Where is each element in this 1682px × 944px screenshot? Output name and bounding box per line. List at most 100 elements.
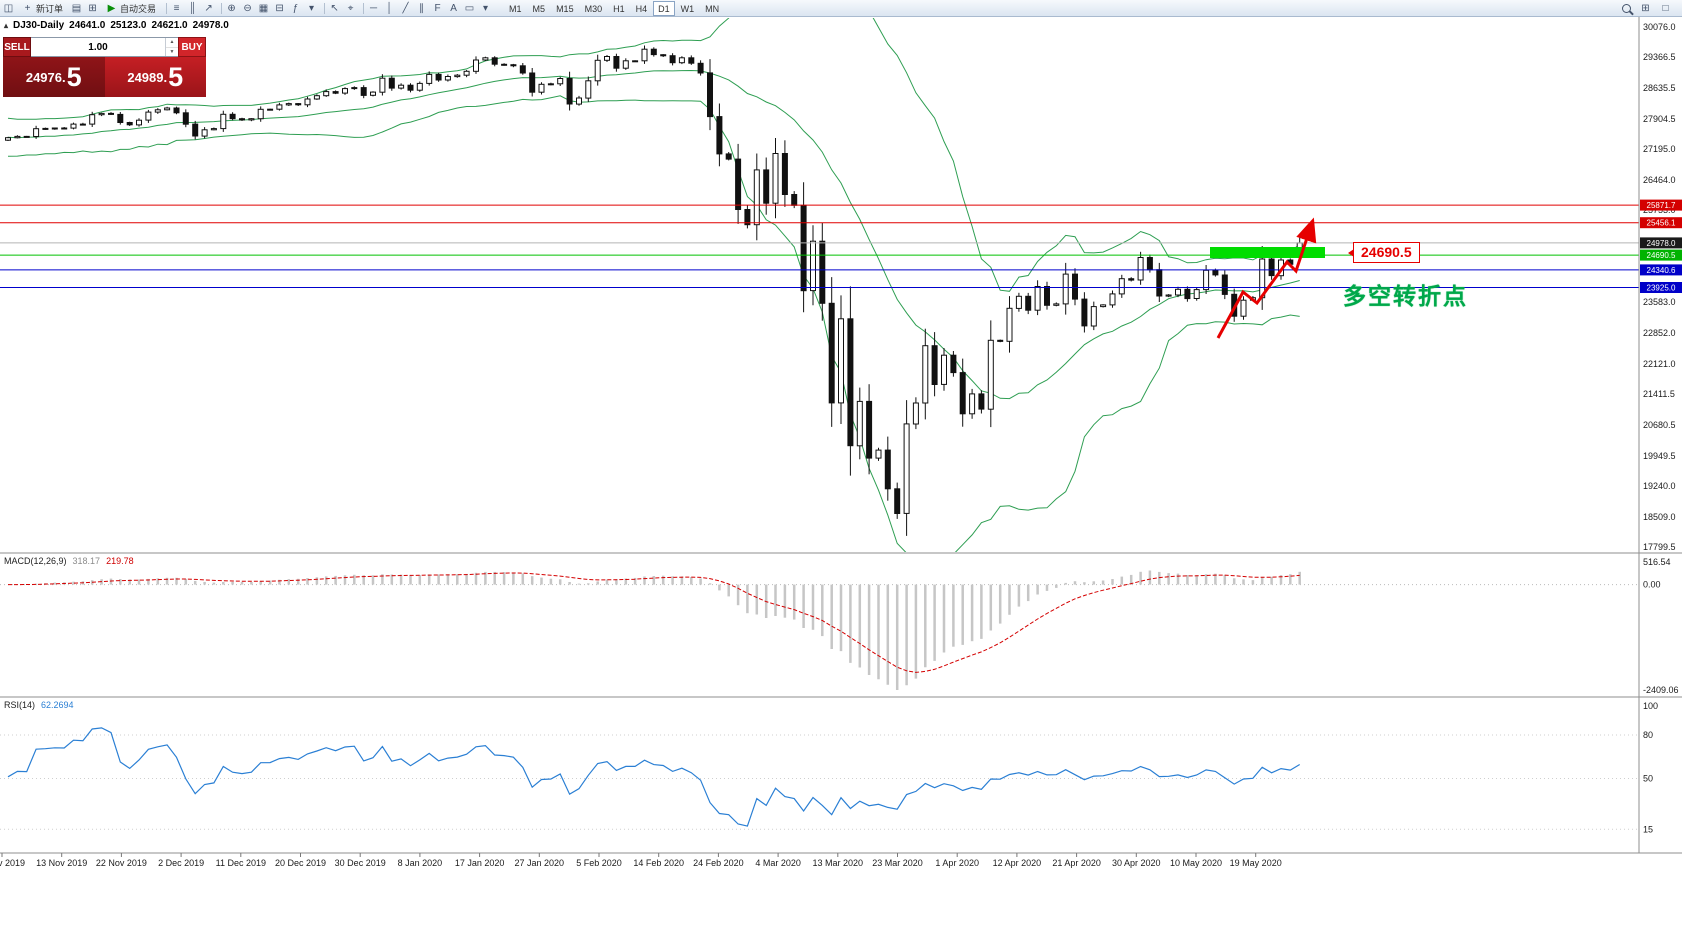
timeframe-button[interactable]: D1 — [653, 0, 675, 16]
open-chart-icon[interactable]: ⊞ — [88, 2, 97, 14]
sell-price-pip: 5 — [66, 61, 82, 92]
svg-text:29366.5: 29366.5 — [1643, 52, 1676, 62]
candlestick-chart-icon[interactable]: ║ — [188, 2, 197, 14]
svg-text:30076.0: 30076.0 — [1643, 22, 1676, 32]
svg-text:27195.0: 27195.0 — [1643, 144, 1676, 154]
auto-trading-icon: ▶ — [107, 2, 116, 14]
svg-text:10 May 2020: 10 May 2020 — [1170, 858, 1222, 868]
svg-text:14 Feb 2020: 14 Feb 2020 — [633, 858, 684, 868]
svg-text:2 Dec 2019: 2 Dec 2019 — [158, 858, 204, 868]
svg-text:8 Jan 2020: 8 Jan 2020 — [398, 858, 443, 868]
trendline-icon[interactable]: ╱ — [402, 2, 409, 14]
toolbar-group-drawing: ─ │ ╱ ∥ F A ▭ ▾ — [368, 1, 491, 16]
charts-window-icon[interactable]: ◫ — [3, 2, 14, 14]
svg-text:50: 50 — [1643, 774, 1653, 784]
line-chart-icon[interactable]: ↗ — [204, 2, 213, 14]
svg-text:15: 15 — [1643, 824, 1653, 834]
volume-input[interactable] — [31, 38, 165, 56]
collapse-panel-icon[interactable]: ▴ — [4, 21, 9, 30]
toolbar-group-cursor: ↖ ⌖ — [329, 1, 356, 16]
svg-text:13 Mar 2020: 13 Mar 2020 — [813, 858, 864, 868]
timeframe-button[interactable]: H1 — [613, 3, 625, 14]
symbol-title: DJ30-Daily — [13, 20, 65, 31]
toolbar-group-system: ◫ + 新订单 ▤ ⊞ ▶ 自动交易 — [3, 1, 159, 16]
svg-text:25871.7: 25871.7 — [1647, 201, 1676, 210]
sell-price-display[interactable]: 24976. 5 — [3, 57, 105, 97]
new-order-icon: + — [24, 2, 31, 14]
timeframe-button[interactable]: H4 — [635, 3, 648, 14]
svg-text:17 Jan 2020: 17 Jan 2020 — [455, 858, 505, 868]
toolbar-right-group: ⊞ □ — [1622, 1, 1679, 16]
svg-text:4 Mar 2020: 4 Mar 2020 — [755, 858, 801, 868]
toolbar-separator — [324, 2, 326, 14]
buy-button[interactable]: BUY — [178, 37, 206, 57]
svg-text:21411.5: 21411.5 — [1643, 389, 1675, 399]
svg-text:19240.0: 19240.0 — [1643, 481, 1676, 491]
rsi-value: 62.2694 — [41, 700, 74, 710]
sell-button[interactable]: SELL — [3, 37, 31, 57]
main-toolbar: ◫ + 新订单 ▤ ⊞ ▶ 自动交易 ≡ ║ ↗ ⊕ ⊖ ▦ ⊟ ƒ ▾ — [0, 0, 1682, 17]
svg-text:11 Dec 2019: 11 Dec 2019 — [216, 858, 266, 868]
tile-windows-icon[interactable]: ▦ — [258, 2, 269, 14]
svg-text:19 May 2020: 19 May 2020 — [1230, 858, 1282, 868]
cursor-icon[interactable]: ↖ — [330, 2, 339, 14]
dropdown-caret-icon[interactable]: ▾ — [483, 2, 489, 14]
volume-down-button[interactable]: ▼ — [169, 48, 175, 55]
rsi-indicator-label: RSI(14) 62.2694 — [4, 700, 74, 710]
chart-list-icon[interactable]: ▤ — [71, 2, 82, 14]
svg-text:-2409.06: -2409.06 — [1643, 685, 1679, 695]
new-order-label: 新订单 — [36, 3, 64, 14]
horizontal-line-icon[interactable]: ─ — [369, 2, 378, 14]
timeframe-button[interactable]: MN — [705, 3, 720, 14]
shapes-icon[interactable]: ▭ — [464, 2, 475, 14]
svg-text:80: 80 — [1643, 730, 1653, 740]
zoom-in-icon[interactable]: ⊕ — [227, 2, 236, 14]
macd-name: MACD(12,26,9) — [4, 556, 67, 566]
chart-header: ▴ DJ30-Daily 24641.0 25123.0 24621.0 249… — [4, 20, 229, 31]
svg-text:4 Nov 2019: 4 Nov 2019 — [0, 858, 25, 868]
macd-signal-value: 219.78 — [106, 556, 134, 566]
channel-icon[interactable]: ∥ — [419, 2, 425, 14]
svg-text:25456.1: 25456.1 — [1647, 219, 1676, 228]
svg-text:100: 100 — [1643, 701, 1658, 711]
bar-chart-icon[interactable]: ≡ — [173, 2, 180, 14]
svg-text:27904.5: 27904.5 — [1643, 114, 1676, 124]
timeframe-button[interactable]: M30 — [584, 3, 603, 14]
cascade-windows-icon[interactable]: ⊟ — [275, 2, 284, 14]
dropdown-caret-icon[interactable]: ▾ — [309, 2, 315, 14]
timeframe-button[interactable]: M1 — [509, 3, 522, 14]
maximize-icon[interactable]: □ — [1662, 2, 1669, 14]
new-order-button[interactable]: + 新订单 — [19, 1, 66, 16]
search-icon[interactable] — [1622, 3, 1631, 13]
ohlc-high: 25123.0 — [110, 20, 147, 31]
tile-icon[interactable]: ⊞ — [1641, 2, 1650, 14]
indicators-icon[interactable]: ƒ — [292, 2, 299, 14]
turning-point-annotation[interactable]: 多空转折点 — [1343, 283, 1468, 309]
svg-text:30 Dec 2019: 30 Dec 2019 — [335, 858, 386, 868]
svg-text:24 Feb 2020: 24 Feb 2020 — [693, 858, 744, 868]
macd-main-value: 318.17 — [72, 556, 101, 566]
zoom-out-icon[interactable]: ⊖ — [243, 2, 252, 14]
timeframe-button[interactable]: M15 — [556, 3, 574, 14]
svg-text:24340.6: 24340.6 — [1647, 266, 1676, 275]
one-click-trading-panel: SELL ▲ ▼ BUY 24976. 5 24989. 5 — [3, 37, 206, 97]
buy-price-display[interactable]: 24989. 5 — [104, 57, 206, 97]
svg-text:1 Apr 2020: 1 Apr 2020 — [935, 858, 979, 868]
volume-up-button[interactable]: ▲ — [166, 38, 178, 48]
timeframe-button[interactable]: M5 — [532, 3, 546, 14]
svg-text:19949.5: 19949.5 — [1643, 451, 1676, 461]
sell-price-main: 24976. — [25, 69, 66, 85]
timeframe-button[interactable]: W1 — [680, 3, 695, 14]
svg-text:24978.0: 24978.0 — [1647, 239, 1676, 248]
fibonacci-icon[interactable]: F — [434, 2, 441, 14]
price-annotation-callout[interactable]: 24690.5 — [1348, 242, 1420, 263]
macd-indicator-label: MACD(12,26,9) 318.17 219.78 — [4, 556, 134, 566]
svg-text:30 Apr 2020: 30 Apr 2020 — [1112, 858, 1161, 868]
text-tool-icon[interactable]: A — [450, 2, 457, 14]
crosshair-icon[interactable]: ⌖ — [347, 2, 354, 14]
auto-trading-button[interactable]: ▶ 自动交易 — [103, 1, 159, 16]
vertical-line-icon[interactable]: │ — [386, 2, 393, 14]
svg-text:13 Nov 2019: 13 Nov 2019 — [36, 858, 87, 868]
